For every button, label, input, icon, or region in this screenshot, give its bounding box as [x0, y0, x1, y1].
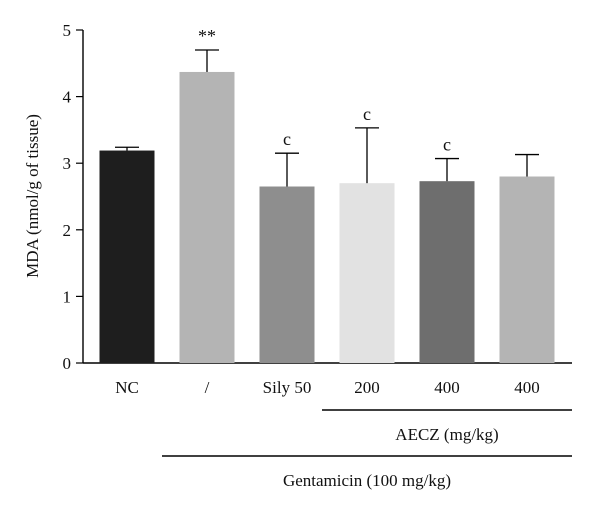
axes — [82, 30, 572, 364]
y-tick-label-5: 5 — [63, 21, 72, 40]
category-labels: NC / Sily 50 200 400 400 — [115, 378, 540, 397]
annotation-3: c — [363, 104, 371, 124]
bar-2 — [259, 186, 315, 363]
bar-1 — [179, 71, 235, 363]
y-tick-label-3: 3 — [63, 154, 72, 173]
bar-0 — [99, 150, 155, 363]
annotation-1: ** — [198, 26, 216, 46]
category-label-3: 200 — [354, 378, 380, 397]
bar-4 — [419, 181, 475, 363]
category-label-2: Sily 50 — [263, 378, 312, 397]
bar-5 — [499, 176, 555, 363]
error-bars — [115, 49, 539, 187]
y-tick-label-2: 2 — [63, 221, 72, 240]
category-label-1: / — [205, 378, 210, 397]
group-brackets: AECZ (mg/kg) Gentamicin (100 mg/kg) — [162, 409, 572, 490]
group-label-0: AECZ (mg/kg) — [395, 425, 498, 444]
group-label-1: Gentamicin (100 mg/kg) — [283, 471, 451, 490]
y-axis-label: MDA (nmol/g of tissue) — [23, 114, 42, 278]
y-tick-label-4: 4 — [63, 88, 72, 107]
y-tick-label-0: 0 — [63, 354, 72, 373]
y-ticks: 0 1 2 3 4 5 — [63, 21, 83, 373]
y-tick-label-1: 1 — [63, 287, 72, 306]
category-label-0: NC — [115, 378, 139, 397]
annotations: ** c c c — [198, 26, 451, 155]
annotation-2: c — [283, 129, 291, 149]
bar-3 — [339, 183, 395, 363]
bars — [99, 71, 555, 363]
category-label-4: 400 — [434, 378, 460, 397]
category-label-5: 400 — [514, 378, 540, 397]
annotation-4: c — [443, 135, 451, 155]
